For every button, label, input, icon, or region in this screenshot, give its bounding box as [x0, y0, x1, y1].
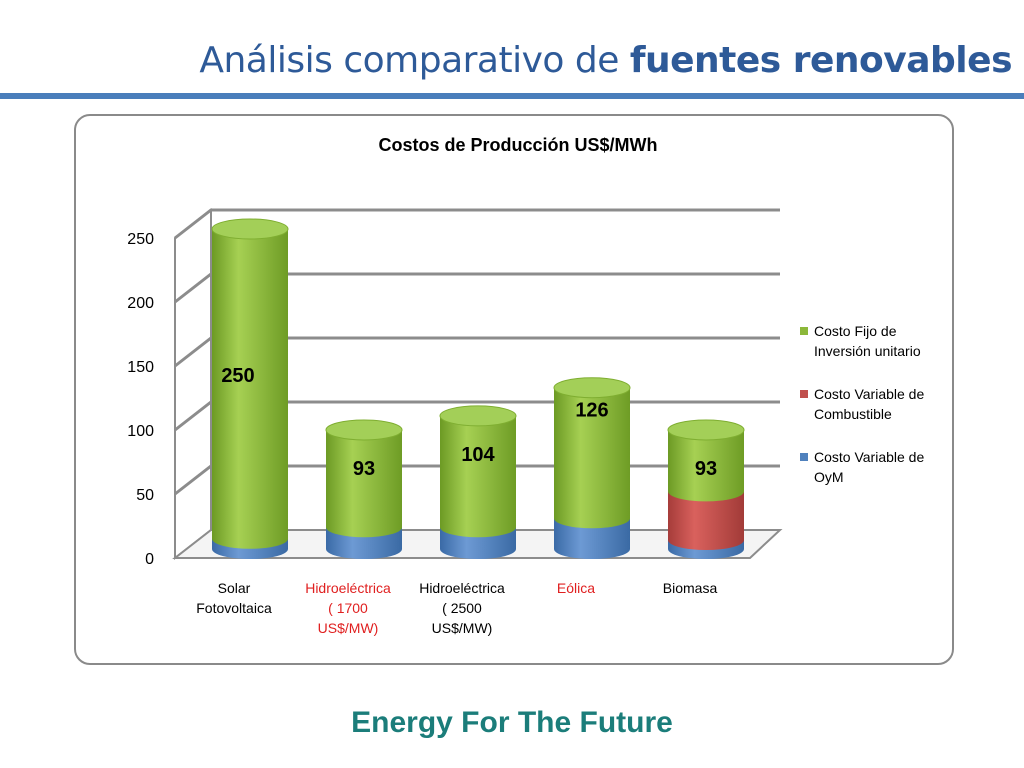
bar-total-label: 104 — [461, 444, 495, 466]
x-tick-label: ( 2500 — [442, 600, 482, 616]
chart-title: Costos de Producción US$/MWh — [378, 135, 657, 155]
chart-bars: 250 93 104 126 93 — [211, 218, 745, 559]
bar-segment — [668, 491, 744, 551]
x-axis-labels: Solar Fotovoltaica Hidroeléctrica ( 1700 US$… — [196, 580, 717, 636]
y-tick-label: 50 — [136, 487, 154, 504]
y-tick-label: 100 — [127, 423, 154, 440]
x-tick-label: Hidroeléctrica — [419, 580, 505, 596]
title-divider — [0, 93, 1024, 99]
bar-group: 93 — [667, 419, 745, 559]
x-tick-label: ( 1700 — [328, 600, 368, 616]
y-tick-label: 0 — [145, 551, 154, 568]
bar-segment — [554, 518, 630, 559]
bar-total-label: 126 — [575, 400, 608, 422]
x-tick-label: Eólica — [557, 580, 595, 596]
side-wall — [174, 207, 212, 561]
gridline — [174, 272, 780, 304]
slide-title-regular: Análisis comparativo de — [199, 40, 630, 81]
legend-label: Costo Fijo de Inversión unitario — [814, 323, 921, 359]
bar-group: 250 — [211, 218, 289, 559]
x-tick-label: Solar — [218, 580, 251, 596]
y-axis-ticks: 0 50 100 150 200 250 — [127, 231, 154, 568]
legend-swatch — [800, 327, 808, 335]
bar-segment — [212, 229, 288, 549]
bar-segment — [440, 415, 516, 538]
x-tick-label: Fotovoltaica — [196, 600, 272, 616]
legend-swatch — [800, 453, 808, 461]
x-tick-label: US$/MW) — [318, 620, 379, 636]
bar-total-label: 93 — [353, 458, 375, 480]
bar-group: 93 — [325, 419, 403, 559]
slide-title: Análisis comparativo de fuentes renovabl… — [199, 40, 1012, 81]
slide-title-bold: fuentes renovables — [629, 40, 1013, 81]
bar-group: 126 — [553, 377, 631, 559]
footer-tagline: Energy For The Future — [351, 706, 673, 739]
bar-segment — [326, 429, 402, 538]
y-tick-label: 200 — [127, 295, 154, 312]
bar-segment — [668, 429, 744, 502]
bar-top — [553, 377, 631, 399]
x-tick-label: Hidroeléctrica — [305, 580, 391, 596]
bar-group: 104 — [439, 405, 517, 559]
bar-top — [667, 419, 745, 441]
y-tick-label: 150 — [127, 359, 154, 376]
legend-swatch — [800, 390, 808, 398]
x-tick-label: US$/MW) — [432, 620, 493, 636]
x-tick-label: Biomasa — [663, 580, 718, 596]
bar-total-label: 93 — [695, 458, 717, 480]
legend-label: Costo Variable de OyM — [814, 449, 924, 485]
bar-segment — [554, 387, 630, 529]
bar-top — [325, 419, 403, 441]
bar-total-label: 250 — [221, 365, 254, 387]
gridline — [174, 336, 780, 368]
bar-top — [211, 218, 289, 240]
legend-label: Costo Variable de Combustible — [814, 386, 924, 422]
gridline — [174, 208, 780, 240]
chart-legend: Costo Fijo de Inversión unitario Costo Var… — [800, 323, 924, 485]
bar-top — [439, 405, 517, 427]
y-tick-label: 250 — [127, 231, 154, 248]
